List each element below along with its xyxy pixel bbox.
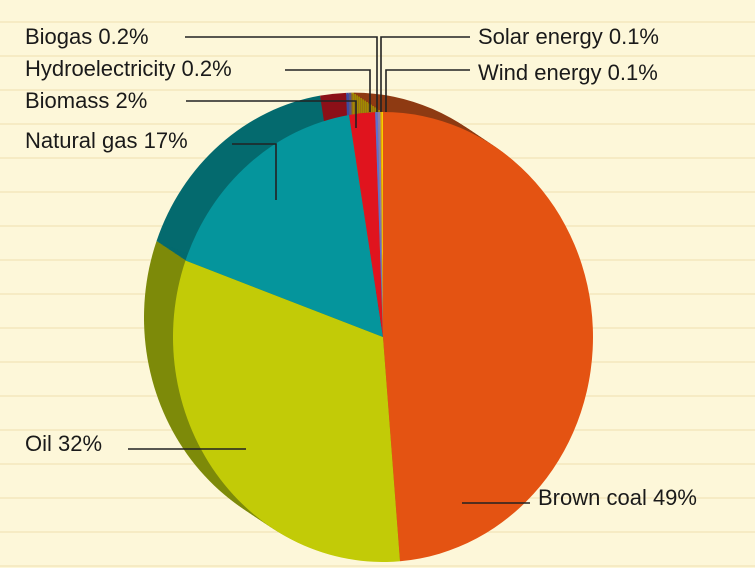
slice-label-biogas: Biogas 0.2% <box>25 24 149 49</box>
slice-natural-gas <box>185 114 383 337</box>
leader-line-solar-energy <box>380 36 470 112</box>
slice-brown-coal <box>383 112 593 562</box>
slice-biomass <box>349 112 383 338</box>
leader-lines <box>128 36 530 504</box>
slice-hydroelectricity <box>375 112 383 337</box>
slice-labels: Brown coal 49% Oil 32% Natural gas 17% Biom… <box>25 24 697 510</box>
slice-biogas <box>377 112 383 338</box>
leader-line-biogas <box>185 36 378 112</box>
slice-solar-energy <box>380 112 383 337</box>
slice-label-solar-energy: Solar energy 0.1% <box>478 24 659 49</box>
slice-oil <box>173 260 401 562</box>
slice-label-brown-coal: Brown coal 49% <box>538 485 697 510</box>
pie-slices <box>173 112 593 562</box>
slice-label-hydroelectricity: Hydroelectricity 0.2% <box>25 56 232 81</box>
slice-label-wind-energy: Wind energy 0.1% <box>478 60 658 85</box>
slice-label-oil: Oil 32% <box>25 431 102 456</box>
slice-wind-energy <box>381 112 383 337</box>
leader-line-biomass <box>186 100 357 128</box>
leader-line-natural-gas <box>232 143 277 200</box>
leader-line-hydroelectricity <box>285 69 371 112</box>
slice-label-biomass: Biomass 2% <box>25 88 147 113</box>
leader-line-wind-energy <box>385 69 470 112</box>
slice-label-natural-gas: Natural gas 17% <box>25 128 188 153</box>
